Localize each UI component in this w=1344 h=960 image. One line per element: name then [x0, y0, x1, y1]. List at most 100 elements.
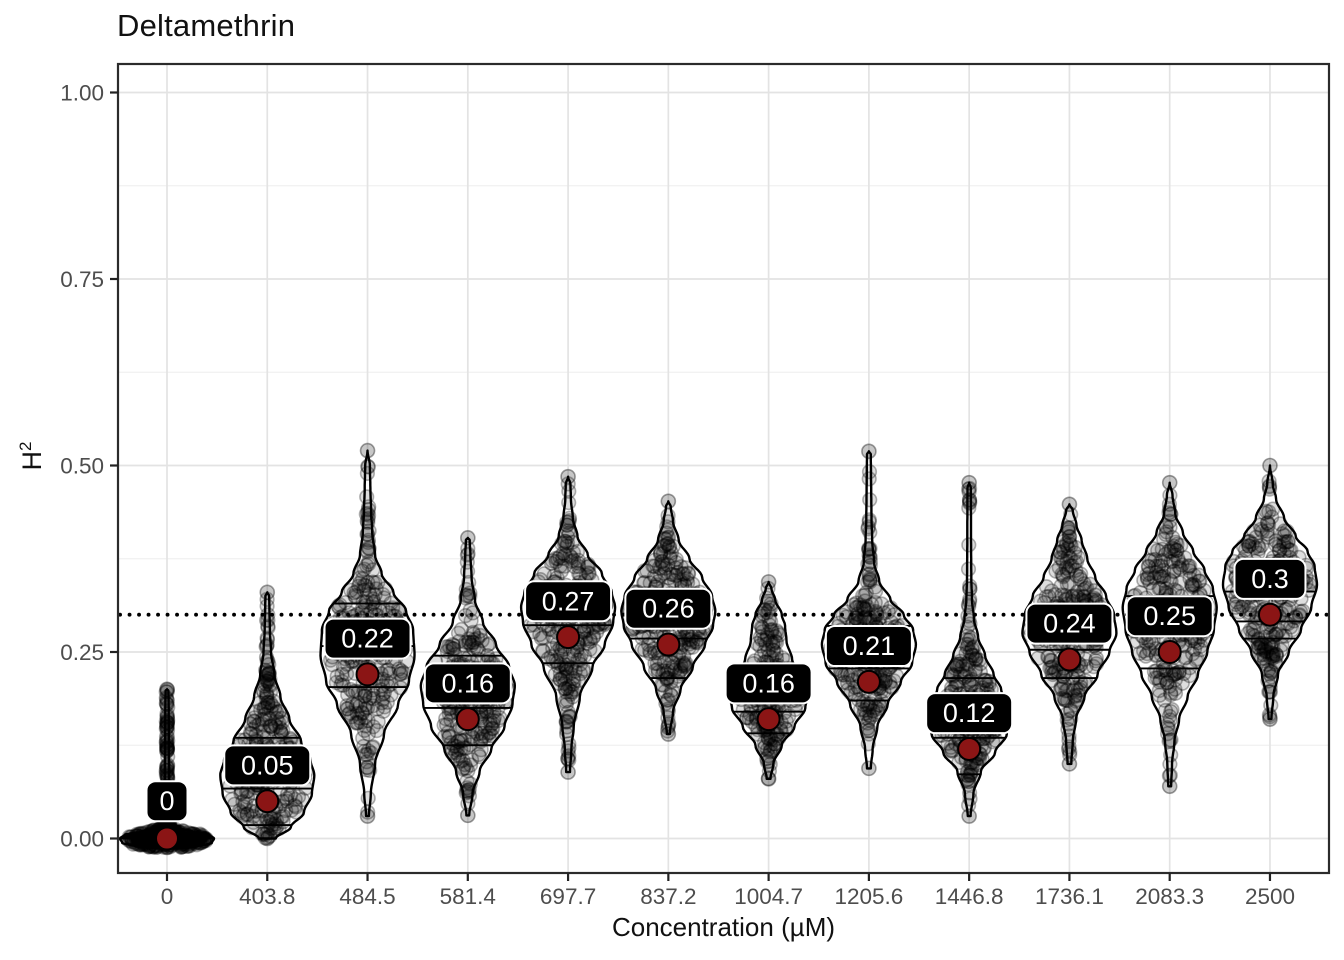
jitter-point — [582, 631, 598, 647]
jitter-point — [1030, 650, 1046, 666]
jitter-point — [549, 643, 566, 659]
jitter-point — [473, 733, 489, 750]
jitter-point — [554, 535, 570, 552]
jitter-point — [563, 660, 580, 676]
jitter-point — [271, 714, 287, 731]
jitter-point — [460, 784, 476, 800]
jitter-point — [1261, 478, 1278, 494]
jitter-point — [357, 701, 373, 717]
jitter-point — [652, 568, 669, 584]
jitter-point — [159, 708, 175, 725]
jitter-point — [555, 670, 571, 686]
x-tick-label: 581.4 — [440, 884, 496, 909]
jitter-point — [274, 714, 290, 731]
jitter-point — [657, 683, 673, 700]
jitter-point — [358, 594, 374, 610]
jitter-point — [533, 630, 550, 647]
x-tick-label: 837.2 — [640, 884, 696, 909]
jitter-point — [260, 671, 276, 687]
jitter-point — [260, 829, 276, 846]
jitter-point — [365, 591, 381, 607]
jitter-point — [858, 705, 874, 722]
jitter-point — [259, 630, 275, 646]
jitter-point — [262, 671, 278, 687]
jitter-point — [1060, 721, 1076, 738]
jitter-point — [279, 791, 295, 807]
mean-label-text: 0.3 — [1251, 564, 1289, 594]
jitter-point — [159, 719, 175, 735]
mean-label-text: 0.16 — [742, 668, 795, 698]
jitter-point — [360, 459, 376, 475]
jitter-point — [159, 684, 175, 700]
jitter-point — [461, 788, 478, 804]
jitter-point — [566, 673, 582, 689]
x-tick-label: 1446.8 — [935, 884, 1004, 909]
jitter-point — [361, 523, 377, 539]
jitter-point — [535, 642, 551, 659]
jitter-point — [267, 816, 284, 832]
jitter-point — [558, 684, 574, 700]
jitter-point — [573, 647, 589, 663]
jitter-point — [580, 565, 597, 581]
mean-dot — [756, 707, 781, 732]
jitter-point — [961, 537, 977, 553]
extreme-point — [359, 808, 376, 824]
jitter-point — [558, 661, 575, 677]
jitter-point — [458, 588, 475, 604]
mean-dot — [255, 789, 280, 814]
jitter-point — [559, 663, 575, 679]
mean-dot — [155, 826, 179, 851]
jitter-point — [557, 681, 574, 697]
jitter-point — [359, 513, 375, 529]
jitter-point — [259, 688, 275, 705]
jitter-point — [158, 732, 175, 749]
jitter-point — [259, 685, 275, 701]
jitter-point — [557, 533, 574, 550]
jitter-point — [379, 673, 395, 689]
jitter-point — [456, 732, 472, 748]
jitter-point — [961, 785, 978, 801]
jitter-point — [660, 557, 676, 573]
jitter-point — [359, 542, 375, 559]
jitter-point — [571, 566, 587, 582]
jitter-point — [258, 670, 274, 686]
jitter-point — [347, 587, 363, 604]
jitter-point — [273, 710, 290, 727]
mean-label-text: 0.27 — [542, 586, 595, 616]
mean-label-text: 0.24 — [1043, 609, 1096, 639]
mean-dot — [556, 625, 581, 650]
jitter-point — [582, 641, 598, 657]
jitter-point — [446, 638, 462, 654]
jitter-point — [355, 594, 371, 610]
jitter-point — [160, 699, 176, 716]
jitter-point — [567, 663, 583, 679]
jitter-point — [1160, 721, 1177, 737]
jitter-point — [258, 638, 274, 655]
jitter-point — [256, 684, 272, 701]
jitter-point — [380, 662, 396, 678]
jitter-point — [268, 704, 285, 721]
jitter-point — [366, 594, 382, 610]
jitter-point — [473, 742, 489, 758]
jitter-point — [442, 728, 458, 744]
jitter-point — [570, 672, 587, 689]
jitter-point — [560, 514, 577, 530]
jitter-point — [287, 791, 303, 808]
jitter-point — [257, 826, 274, 843]
jitter-point — [158, 695, 174, 711]
jitter-point — [342, 705, 358, 721]
jitter-point — [559, 713, 575, 729]
jitter-point — [355, 730, 371, 746]
jitter-point — [571, 558, 587, 575]
jitter-point — [361, 499, 377, 515]
jitter-point — [557, 547, 573, 563]
jitter-point — [550, 551, 566, 567]
jitter-point — [558, 661, 574, 677]
jitter-point — [141, 839, 157, 855]
jitter-point — [159, 696, 175, 713]
jitter-point — [855, 600, 872, 616]
jitter-point — [460, 763, 476, 779]
jitter-point — [548, 553, 564, 570]
jitter-point — [242, 716, 258, 732]
